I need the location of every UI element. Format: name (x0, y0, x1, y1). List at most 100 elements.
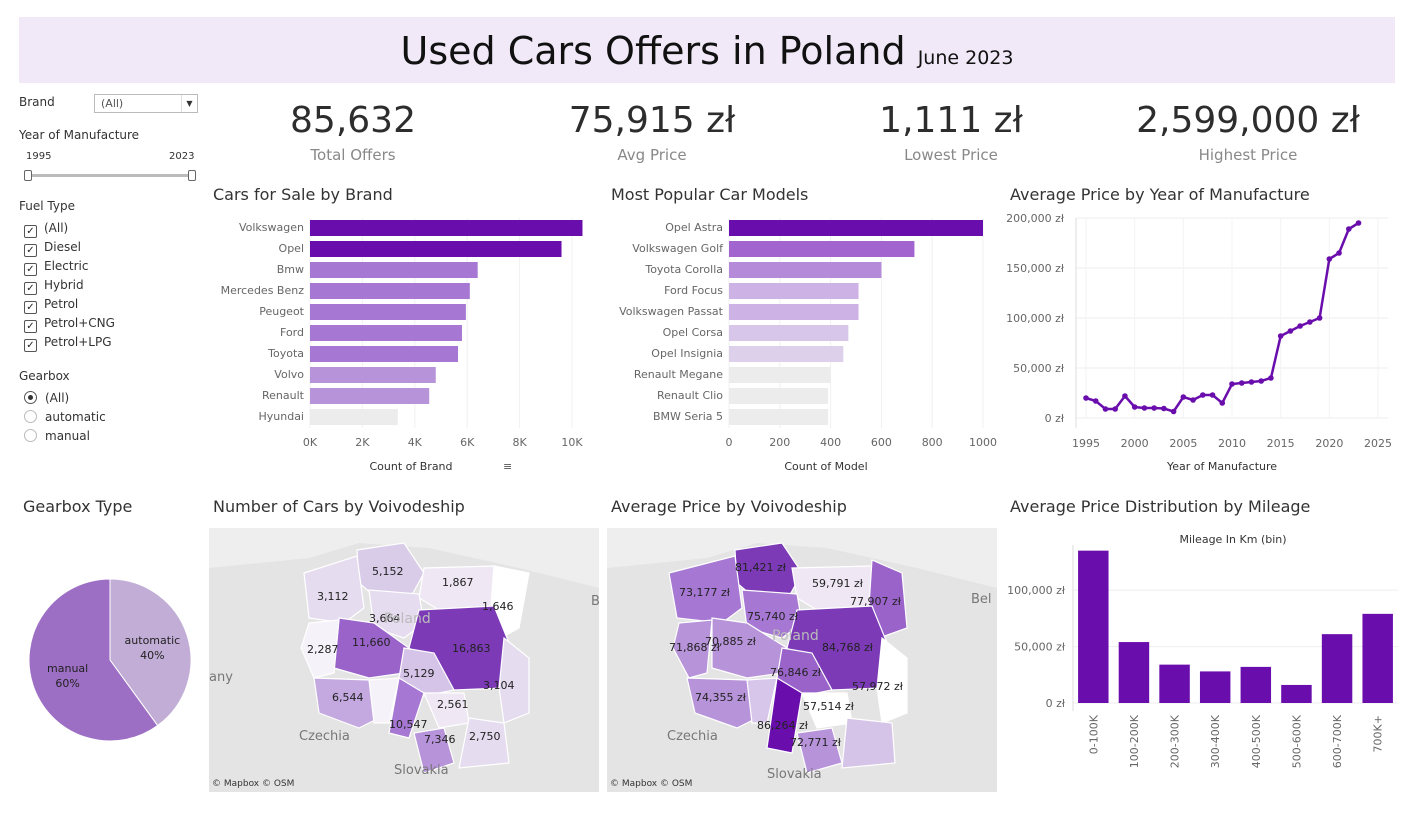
kpi-total-offers-value: 85,632 (290, 100, 416, 141)
fuel-option-petrol-lpg[interactable]: ✓ Petrol+LPG (24, 335, 112, 352)
fuel-option-hybrid[interactable]: ✓ Hybrid (24, 278, 84, 295)
fuel-option-diesel[interactable]: ✓ Diesel (24, 240, 81, 257)
gearbox-option-manual[interactable]: manual (24, 429, 90, 443)
map-label: 57,514 zł (803, 700, 855, 713)
brand-select[interactable]: (All) ▼ (94, 94, 198, 113)
x-tick-label: 0-100K (1087, 714, 1100, 754)
price-map-canvas: 81,421 zł 59,791 zł 73,177 zł 77,907 zł … (607, 528, 997, 792)
region-malopolskie[interactable] (413, 727, 455, 774)
bar (729, 346, 844, 362)
region-lubuskie[interactable] (672, 619, 713, 679)
slice-percent-label: 60% (55, 677, 79, 690)
bar (310, 241, 562, 257)
data-point (1277, 333, 1284, 339)
category-label: Opel Corsa (663, 326, 723, 339)
year-slider-min-handle[interactable] (24, 170, 32, 181)
checkbox-checked-icon[interactable]: ✓ (24, 244, 37, 257)
fuel-option-all[interactable]: ✓ (All) (24, 221, 68, 238)
radio-icon[interactable] (24, 410, 37, 423)
mileage-chart-title: Average Price Distribution by Mileage (1010, 497, 1311, 516)
region-dolnoslaskie[interactable] (313, 677, 380, 729)
checkbox-checked-icon[interactable]: ✓ (24, 282, 37, 295)
map-label: 72,771 zł (790, 736, 842, 749)
checkbox-checked-icon[interactable]: ✓ (24, 225, 37, 238)
data-point (1287, 328, 1294, 334)
checkbox-checked-icon[interactable]: ✓ (24, 320, 37, 333)
x-tick-label: 4K (408, 436, 423, 449)
year-slider-track[interactable] (26, 174, 194, 177)
map-label: 59,791 zł (812, 577, 864, 590)
region-podlaskie[interactable] (868, 559, 908, 639)
category-label: Ford Focus (664, 284, 723, 297)
category-label: Peugeot (259, 305, 304, 318)
data-point (1131, 404, 1138, 410)
category-label: Opel Insignia (651, 347, 723, 360)
region-lubuskie[interactable] (300, 619, 340, 679)
region-zachodniopomorskie[interactable] (303, 555, 365, 624)
fuel-option-petrol-cng[interactable]: ✓ Petrol+CNG (24, 316, 115, 333)
region-slaskie[interactable] (766, 677, 803, 754)
map-label: 86,264 zł (757, 719, 809, 732)
region-lubelskie[interactable] (498, 636, 530, 724)
map-label: 3,104 (483, 679, 515, 692)
map-label: 74,355 zł (695, 691, 747, 704)
fuel-option-electric[interactable]: ✓ Electric (24, 259, 88, 276)
gearbox-option-label: manual (45, 429, 90, 443)
map-country-label: Poland (384, 611, 431, 627)
bar (729, 241, 915, 257)
region-lubelskie[interactable] (876, 636, 908, 724)
fuel-option-petrol[interactable]: ✓ Petrol (24, 297, 78, 314)
data-point (1200, 392, 1206, 398)
count-map[interactable]: 5,152 1,867 3,112 3,664 1,646 11,660 16,… (209, 528, 599, 792)
region-podkarpackie[interactable] (458, 717, 510, 769)
category-label: Opel Astra (665, 221, 723, 234)
price-map[interactable]: 81,421 zł 59,791 zł 73,177 zł 77,907 zł … (607, 528, 997, 792)
x-tick-label: 200-300K (1169, 714, 1182, 768)
gearbox-option-all[interactable]: (All) (24, 391, 69, 405)
region-podlaskie[interactable] (490, 565, 530, 639)
region-opolskie[interactable] (368, 677, 400, 724)
x-tick-label: 500-600K (1290, 714, 1303, 768)
gearbox-option-automatic[interactable]: automatic (24, 410, 106, 424)
checkbox-checked-icon[interactable]: ✓ (24, 301, 37, 314)
map-label: 5,152 (372, 565, 404, 578)
chevron-down-icon[interactable]: ▼ (181, 95, 197, 112)
bar (1078, 550, 1109, 703)
map-label: 3,112 (317, 590, 349, 603)
data-point (1297, 323, 1303, 329)
bar (729, 325, 849, 341)
category-label: Volkswagen Golf (632, 242, 724, 255)
x-tick-label: 2020 (1315, 437, 1343, 450)
slice-label: manual (47, 662, 88, 675)
category-label: Renault Megane (634, 368, 723, 381)
bar (1199, 671, 1231, 703)
region-dolnoslaskie[interactable] (686, 677, 758, 729)
map-neighbor-label: Czechia (667, 729, 718, 744)
radio-selected-icon[interactable] (24, 391, 37, 404)
bar (729, 220, 983, 236)
data-point (1258, 378, 1264, 384)
x-tick-label: 2K (355, 436, 370, 449)
map-label: 73,177 zł (679, 586, 731, 599)
price-map-title: Average Price by Voivodeship (611, 497, 847, 516)
bar (729, 409, 829, 425)
map-label: 2,750 (469, 730, 501, 743)
checkbox-checked-icon[interactable]: ✓ (24, 263, 37, 276)
subtitle-text: June 2023 (917, 47, 1014, 69)
dashboard-header: Used Cars Offers in Poland June 2023 (19, 17, 1395, 83)
region-slaskie[interactable] (388, 677, 425, 739)
gearbox-option-label: automatic (45, 410, 106, 424)
x-axis-label: Count of Model (784, 460, 867, 473)
region-podkarpackie[interactable] (841, 717, 896, 769)
radio-icon[interactable] (24, 429, 37, 442)
models-bar-chart: 0 200 400 600 800 1000 Opel Astra Volkswagen Go… (619, 218, 997, 473)
region-opolskie[interactable] (746, 677, 778, 724)
year-slider-max-handle[interactable] (188, 170, 196, 181)
map-neighbor-label: Bel (971, 592, 992, 607)
checkbox-checked-icon[interactable]: ✓ (24, 339, 37, 352)
map-label: 76,846 zł (770, 666, 822, 679)
data-point (1112, 406, 1118, 412)
category-label: Renault (262, 389, 305, 402)
data-point (1102, 406, 1109, 412)
region-zachodniopomorskie[interactable] (668, 555, 743, 624)
